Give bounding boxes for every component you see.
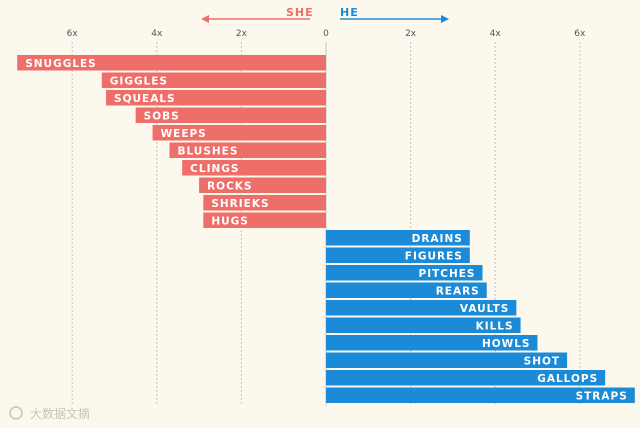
bar-label: REARS <box>436 285 480 297</box>
she-bar <box>135 107 326 123</box>
she-bar <box>203 212 326 228</box>
she-bar <box>182 160 326 176</box>
bar-label: SNUGGLES <box>25 58 97 70</box>
x-tick-label: 0 <box>323 29 329 39</box>
he-bar <box>326 282 487 298</box>
x-tick-label: 2x <box>405 29 417 39</box>
she-bar <box>152 125 326 141</box>
bar-label: DRAINS <box>412 233 463 245</box>
bar-label: BLUSHES <box>177 145 238 157</box>
bars: SNUGGLES GIGGLES SQUEALS SOBS WEEPS BLUSHES CL… <box>17 55 635 403</box>
she-bar <box>169 142 326 158</box>
he-bar <box>326 317 521 333</box>
x-tick-label: 6x <box>574 29 586 39</box>
bar-label: WEEPS <box>161 128 207 140</box>
bar-label: SHOT <box>524 355 560 367</box>
she-direction-label: SHE <box>286 6 314 19</box>
she-bar <box>17 55 327 71</box>
bar-label: CLINGS <box>190 163 239 175</box>
bar-label: GIGGLES <box>110 75 168 87</box>
bar-label: GALLOPS <box>537 373 598 385</box>
bar-label: VAULTS <box>460 303 509 315</box>
he-bar <box>326 230 470 246</box>
she-bar <box>106 90 326 106</box>
he-bar <box>326 247 470 263</box>
watermark: 大数据文摘 <box>9 406 90 421</box>
watermark-logo-icon <box>9 406 23 420</box>
she-bar <box>101 72 326 88</box>
he-direction-label: HE <box>340 6 359 19</box>
bar-label: STRAPS <box>576 390 628 402</box>
watermark-text: 大数据文摘 <box>30 406 90 421</box>
bar-label: SOBS <box>144 110 180 122</box>
he-bar <box>326 370 606 386</box>
she-bar <box>203 195 326 211</box>
she-arrow-icon <box>201 15 209 23</box>
direction-header: SHE HE <box>201 6 449 23</box>
she-bar <box>199 177 326 193</box>
bar-label: ROCKS <box>207 180 252 192</box>
he-arrow-icon <box>441 15 449 23</box>
x-tick-label: 4x <box>151 29 163 39</box>
he-bar <box>326 387 635 403</box>
x-axis-ticks: 6x 4x 2x 0 2x 4x 6x <box>67 29 586 39</box>
bar-label: SHRIEKS <box>211 198 269 210</box>
bar-label: PITCHES <box>419 268 476 280</box>
x-tick-label: 6x <box>67 29 79 39</box>
bar-label: SQUEALS <box>114 93 176 105</box>
x-tick-label: 4x <box>490 29 502 39</box>
x-tick-label: 2x <box>236 29 248 39</box>
bar-label: KILLS <box>476 320 514 332</box>
bar-label: HUGS <box>211 215 249 227</box>
he-bar <box>326 300 517 316</box>
bar-label: HOWLS <box>482 338 531 350</box>
he-bar <box>326 335 538 351</box>
bar-label: FIGURES <box>405 250 463 262</box>
he-bar <box>326 352 568 368</box>
he-bar <box>326 265 483 281</box>
